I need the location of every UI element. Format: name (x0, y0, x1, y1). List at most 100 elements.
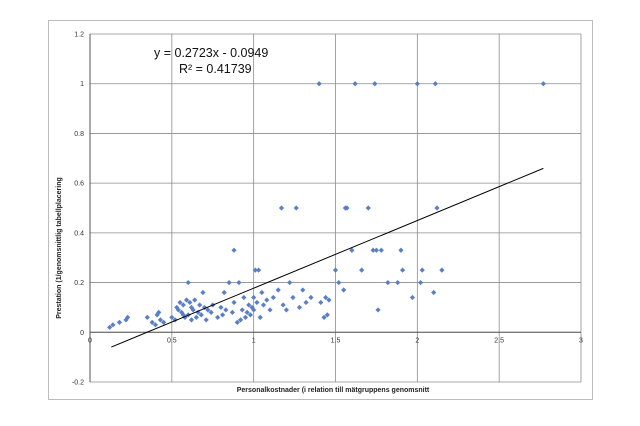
y-tick-label: 0.8 (74, 131, 84, 138)
data-point (257, 314, 263, 320)
data-point (419, 267, 425, 273)
data-point (218, 304, 224, 311)
data-point (156, 309, 162, 315)
data-point (190, 307, 196, 313)
data-point (226, 279, 232, 286)
data-point (264, 297, 270, 303)
data-point (398, 247, 404, 253)
trendline-group (111, 167, 544, 348)
data-point (385, 279, 391, 286)
data-point (370, 247, 376, 253)
x-tick-label: 0 (88, 337, 92, 344)
y-tick-label: 0.6 (74, 181, 84, 188)
data-point (152, 322, 159, 328)
data-point (336, 279, 342, 286)
data-point (192, 297, 198, 303)
data-point (344, 205, 350, 211)
data-points (107, 81, 546, 330)
data-point (359, 267, 365, 273)
data-point (116, 319, 123, 325)
data-point (395, 279, 401, 286)
y-tick-label: 1 (80, 81, 84, 88)
axes (89, 34, 581, 382)
data-point (378, 247, 384, 253)
tick-labels: 0 0.5 1 1.5 2 2.5 3 -0.2 0 0.2 0.4 0.6 0.8 1 1.2 (72, 32, 583, 387)
data-point (409, 294, 416, 301)
x-tick-label: 1.5 (331, 337, 341, 344)
data-point (246, 302, 252, 308)
data-point (198, 312, 204, 318)
x-tick-label: 0.5 (167, 337, 177, 344)
data-point (249, 304, 255, 311)
data-point (540, 81, 546, 87)
data-point (255, 267, 262, 273)
data-point (283, 307, 289, 313)
data-point (180, 302, 186, 308)
data-point (221, 289, 227, 296)
data-point (241, 294, 247, 301)
trendline-r2: R² = 0.41739 (179, 62, 252, 76)
data-point (123, 317, 129, 323)
data-point (180, 312, 186, 318)
x-tick-label: 2 (415, 337, 419, 344)
data-point (375, 307, 381, 313)
trendline (111, 167, 544, 348)
data-point (201, 304, 208, 311)
data-point (197, 302, 203, 308)
chart-area: 0 0.5 1 1.5 2 2.5 3 -0.2 0 0.2 0.4 0.6 0.8 1 1.2 y = 0… (48, 20, 593, 400)
y-tick-label: 1.2 (74, 32, 84, 39)
data-point (203, 317, 209, 323)
data-point (244, 309, 250, 315)
data-point (193, 314, 199, 320)
data-point (275, 287, 281, 293)
data-point (278, 205, 285, 211)
data-point (182, 314, 188, 320)
data-point (365, 205, 371, 211)
data-point (236, 279, 242, 286)
data-point (149, 319, 155, 325)
data-point (372, 81, 378, 87)
data-point (219, 312, 226, 318)
data-point (260, 302, 267, 308)
data-point (177, 299, 183, 306)
data-point (231, 299, 237, 306)
data-point (349, 247, 355, 253)
data-point (324, 312, 330, 318)
data-point (195, 309, 201, 315)
data-point (434, 205, 440, 211)
data-point (172, 317, 178, 323)
x-axis-title: Personalkostnader (i relation till mätgr… (237, 387, 430, 394)
data-point (188, 304, 195, 311)
y-tick-label: 0.2 (74, 280, 84, 287)
data-point (208, 309, 214, 315)
data-point (332, 267, 339, 273)
data-point (316, 81, 322, 87)
data-point (251, 294, 257, 301)
data-point (267, 307, 273, 313)
data-point (229, 309, 235, 315)
y-axis-title: Prestation (1/genomsnittlig tabellplacer… (56, 177, 63, 319)
data-point (185, 279, 191, 286)
data-point (161, 319, 167, 325)
data-point (296, 304, 303, 311)
data-point (254, 299, 260, 306)
data-point (144, 314, 150, 320)
data-point (188, 317, 195, 323)
data-point (157, 317, 163, 323)
data-point (326, 297, 332, 303)
data-point (231, 247, 237, 253)
x-tick-label: 3 (579, 337, 583, 344)
data-point (239, 307, 245, 313)
data-point (293, 205, 299, 211)
data-point (303, 299, 309, 306)
data-point (373, 247, 380, 253)
data-point (175, 307, 181, 313)
data-point (287, 279, 293, 286)
data-point (352, 81, 358, 87)
data-point (432, 81, 438, 87)
y-tick-label: 0.4 (74, 230, 84, 237)
data-point (270, 294, 276, 301)
data-point (300, 287, 306, 293)
data-point (179, 309, 185, 315)
data-point (169, 314, 175, 320)
